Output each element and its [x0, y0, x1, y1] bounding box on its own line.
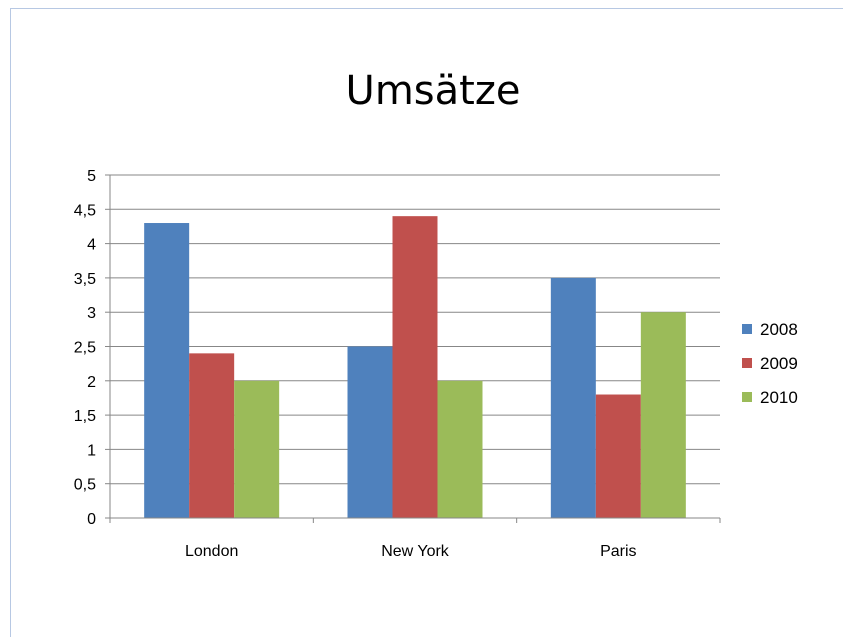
- y-axis-ticks: 0 0,5 1 1,5 2 2,5 3 3,5 4 4,5 5: [74, 168, 110, 528]
- y-tick-label: 3: [87, 305, 96, 322]
- y-tick-label: 1: [87, 442, 96, 459]
- bar-2010-paris: [640, 312, 686, 518]
- chart-title: Umsätze: [346, 68, 521, 114]
- bar-2009-london: [189, 353, 235, 518]
- legend-swatch-2010: [742, 392, 752, 402]
- legend: 2008 2009 2010: [742, 320, 798, 407]
- x-category-label: New York: [381, 543, 450, 560]
- bar-2010-new-york: [437, 380, 483, 518]
- bar-2009-paris: [595, 394, 641, 518]
- legend-label-2009: 2009: [760, 354, 798, 373]
- x-category-label: London: [185, 543, 238, 560]
- legend-swatch-2008: [742, 324, 752, 334]
- y-tick-label: 4: [87, 237, 96, 254]
- y-tick-label: 1,5: [74, 408, 96, 425]
- bar-2008-paris: [550, 277, 596, 518]
- y-tick-label: 2: [87, 374, 96, 391]
- y-tick-label: 4,5: [74, 202, 96, 219]
- legend-swatch-2009: [742, 358, 752, 368]
- bar-2008-new-york: [347, 346, 393, 518]
- bar-2009-new-york: [392, 216, 438, 518]
- y-tick-label: 0: [87, 511, 96, 528]
- y-tick-label: 3,5: [74, 271, 96, 288]
- bar-2010-london: [234, 380, 280, 518]
- legend-label-2010: 2010: [760, 388, 798, 407]
- slide-border-top: [10, 8, 843, 9]
- bars: [144, 216, 686, 518]
- bar-2008-london: [144, 223, 190, 518]
- y-tick-label: 0,5: [74, 477, 96, 494]
- legend-label-2008: 2008: [760, 320, 798, 339]
- x-category-label: Paris: [600, 543, 636, 560]
- y-tick-label: 2,5: [74, 340, 96, 357]
- slide-border-left: [10, 8, 11, 637]
- y-tick-label: 5: [87, 168, 96, 185]
- x-axis-categories: London New York Paris: [109, 518, 721, 560]
